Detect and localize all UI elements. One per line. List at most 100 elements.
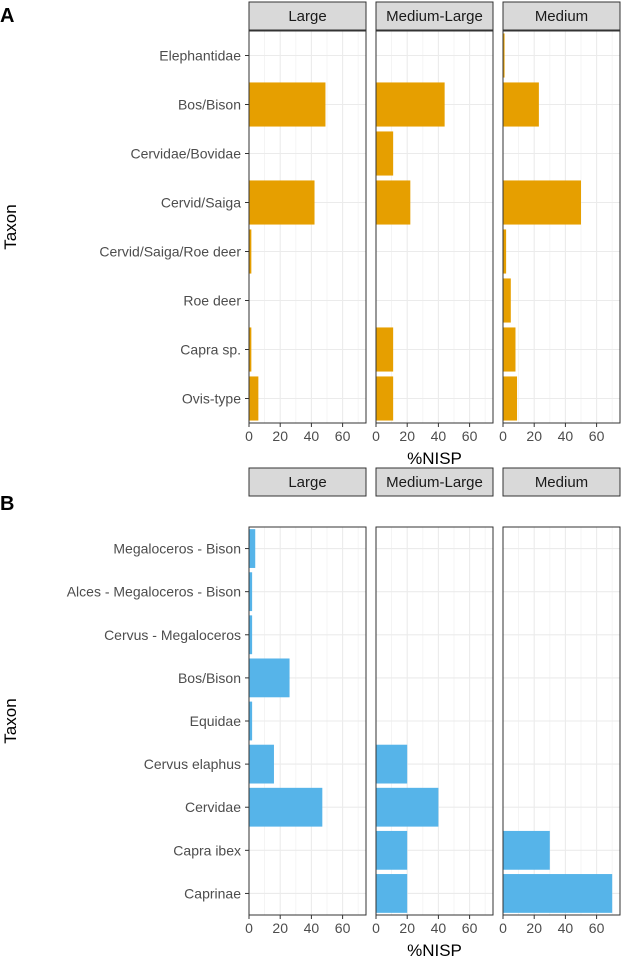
x-tick-label: 20: [399, 428, 415, 444]
x-tick-label: 60: [589, 920, 605, 936]
category-label: Ovis-type: [182, 391, 241, 407]
x-tick-label: 20: [272, 428, 288, 444]
x-tick-label: 0: [245, 920, 253, 936]
y-axis-title: Taxon: [1, 204, 20, 249]
bar: [249, 180, 315, 225]
x-tick-label: 0: [245, 428, 253, 444]
category-label: Caprinae: [184, 885, 241, 901]
panel-letter: A: [0, 5, 14, 27]
bar: [376, 82, 445, 127]
facet-strip: [375, 1, 494, 31]
panel-A: A Large 0 20 40 60 Medium-Large 0 20 40 60 Medium 0 2…: [0, 1, 621, 468]
bar: [376, 376, 394, 421]
x-tick-label: 60: [589, 428, 605, 444]
panel-letter: B: [0, 493, 14, 515]
bar: [249, 658, 290, 698]
panel-border: [502, 30, 621, 424]
x-tick-label: 40: [304, 428, 320, 444]
category-label: Bos/Bison: [178, 670, 241, 686]
category-label: Capra sp.: [180, 342, 241, 358]
bar: [249, 327, 252, 372]
category-label: Cervid/Saiga/Roe deer: [99, 244, 241, 260]
facet-strip-label: Medium: [535, 474, 588, 491]
bar: [503, 278, 511, 323]
x-tick-label: 40: [431, 920, 447, 936]
x-tick-label: 0: [372, 428, 380, 444]
facet-large: Large 0 20 40 60: [245, 467, 367, 936]
bar: [249, 615, 253, 655]
facet-medium: Medium 0 20 40 60: [499, 467, 621, 936]
facet-strip-label: Medium-Large: [386, 8, 483, 25]
bar: [503, 327, 516, 372]
x-tick-label: 60: [462, 920, 478, 936]
x-tick-label: 40: [558, 428, 574, 444]
bar: [503, 376, 518, 421]
x-tick-label: 40: [304, 920, 320, 936]
bar: [376, 787, 439, 827]
facet-strip: [248, 467, 367, 497]
bar: [503, 874, 613, 913]
facet-strip: [502, 1, 621, 31]
category-label: Cervus - Megaloceros: [104, 627, 241, 643]
x-tick-label: 20: [272, 920, 288, 936]
bar: [503, 82, 539, 127]
category-label: Cervidae: [185, 799, 241, 815]
bar: [376, 327, 394, 372]
panel-border: [375, 30, 494, 424]
facet-strip: [375, 467, 494, 497]
x-tick-label: 60: [335, 428, 351, 444]
panel-border: [502, 526, 621, 916]
x-tick-label: 0: [499, 920, 507, 936]
x-tick-label: 20: [399, 920, 415, 936]
x-axis-title: %NISP: [407, 449, 462, 468]
bar: [503, 830, 550, 870]
category-label: Bos/Bison: [178, 97, 241, 113]
x-tick-label: 0: [372, 920, 380, 936]
facet-medium-large: Medium-Large 0 20 40 60: [372, 1, 494, 444]
x-axis-title: %NISP: [407, 941, 462, 960]
bar: [249, 529, 256, 568]
category-label: Capra ibex: [173, 842, 241, 858]
category-label: Equidae: [190, 713, 242, 729]
bar: [376, 830, 408, 870]
bar: [376, 180, 411, 225]
facet-strip: [502, 467, 621, 497]
category-label: Roe deer: [183, 293, 241, 309]
category-label: Cervus elaphus: [144, 756, 241, 772]
bar: [249, 572, 253, 612]
category-label: Cervidae/Bovidae: [130, 146, 241, 162]
bar: [503, 33, 505, 78]
panel-B: B Large 0 20 40 60 Medium-Large 0 20 40 60 Medium 0 2…: [0, 467, 621, 960]
bar: [249, 229, 252, 274]
facet-strip-label: Medium: [535, 8, 588, 25]
x-tick-label: 60: [462, 428, 478, 444]
x-tick-label: 20: [526, 428, 542, 444]
panel-border: [375, 526, 494, 916]
facet-large: Large 0 20 40 60: [245, 1, 367, 444]
bar: [376, 744, 408, 784]
category-label: Cervid/Saiga: [161, 195, 241, 211]
facet-strip-label: Large: [288, 8, 326, 25]
bar: [376, 131, 394, 176]
x-tick-label: 20: [526, 920, 542, 936]
panel-border: [248, 30, 367, 424]
bar: [503, 180, 581, 225]
facet-strip-label: Large: [288, 474, 326, 491]
bar: [249, 376, 259, 421]
bar: [503, 229, 507, 274]
bar: [249, 787, 323, 827]
x-tick-label: 40: [431, 428, 447, 444]
category-label: Megaloceros - Bison: [113, 541, 241, 557]
category-label: Elephantidae: [159, 48, 241, 64]
facet-medium-large: Medium-Large 0 20 40 60: [372, 467, 494, 936]
bar: [249, 701, 253, 741]
facet-strip-label: Medium-Large: [386, 474, 483, 491]
bar: [376, 874, 408, 913]
facet-strip: [248, 1, 367, 31]
x-tick-label: 40: [558, 920, 574, 936]
bar: [249, 82, 326, 127]
x-tick-label: 0: [499, 428, 507, 444]
x-tick-label: 60: [335, 920, 351, 936]
facet-medium: Medium 0 20 40 60: [499, 1, 621, 444]
